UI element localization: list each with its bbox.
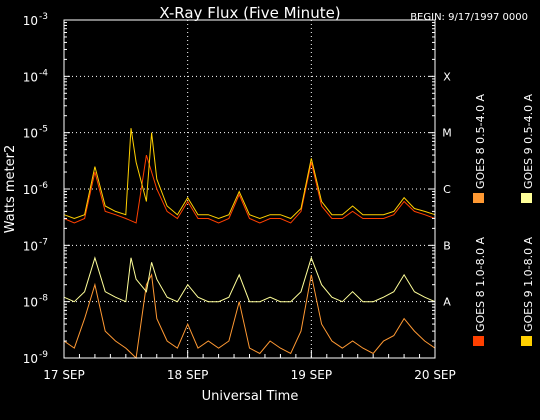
- y-tick-label: 10: [23, 127, 38, 141]
- legend-swatch: [473, 336, 484, 346]
- series-line-4: [63, 256, 436, 303]
- y-tick-label: 10: [23, 70, 38, 84]
- legend-label: GOES 8 0.5-4.0 A: [474, 93, 487, 189]
- y-axis-ticks: 10-910-810-710-610-510-410-3: [23, 12, 435, 366]
- series-line-1: [63, 154, 436, 224]
- flare-class-labels: A B C M X: [442, 70, 452, 308]
- legend-swatch: [473, 193, 484, 203]
- x-axis-ticks: 17 SEP 18 SEP 19 SEP 20 SEP: [43, 350, 456, 382]
- x-tick-label: 17 SEP: [43, 368, 85, 382]
- legend-label: GOES 9 0.5-4.0 A: [522, 93, 535, 189]
- x-tick-label: 20 SEP: [414, 368, 456, 382]
- x-tick-label: 19 SEP: [291, 368, 333, 382]
- x-tick-label: 18 SEP: [167, 368, 209, 382]
- begin-date-label: BEGIN: 9/17/1997 0000: [410, 12, 528, 23]
- series-line-3: [63, 273, 436, 360]
- x-axis-label: Universal Time: [202, 389, 299, 404]
- flare-class-label: A: [443, 296, 451, 309]
- y-tick-exponent: -3: [39, 12, 48, 22]
- flare-class-label: B: [443, 239, 451, 252]
- legend-swatch: [521, 336, 532, 346]
- y-tick-exponent: -9: [39, 350, 48, 360]
- y-tick-label: 10: [23, 239, 38, 253]
- grid-lines: [64, 20, 435, 358]
- legend-label: GOES 8 1.0-8.0 A: [474, 236, 487, 332]
- series-line-2: [63, 128, 436, 220]
- y-tick-exponent: -8: [39, 294, 48, 304]
- y-tick-exponent: -4: [39, 68, 48, 78]
- y-tick-exponent: -7: [39, 237, 48, 247]
- y-tick-label: 10: [23, 183, 38, 197]
- y-tick-label: 10: [23, 296, 38, 310]
- series-layer: [63, 128, 436, 360]
- flare-class-label: M: [442, 127, 452, 140]
- legend-label: GOES 9 1.0-8.0 A: [522, 236, 535, 332]
- y-tick-exponent: -5: [39, 125, 48, 135]
- y-tick-exponent: -6: [39, 181, 48, 191]
- legend-swatch: [521, 193, 532, 203]
- y-tick-label: 10: [23, 352, 38, 366]
- y-tick-label: 10: [23, 14, 38, 28]
- flare-class-label: C: [443, 183, 451, 196]
- flare-class-label: X: [443, 70, 451, 83]
- legend: GOES 8 1.0-8.0 A GOES 9 1.0-8.0 A GOES 8 0…: [473, 93, 535, 346]
- y-axis-label: Watts meter2: [3, 145, 18, 233]
- chart-title: X-Ray Flux (Five Minute): [159, 4, 340, 22]
